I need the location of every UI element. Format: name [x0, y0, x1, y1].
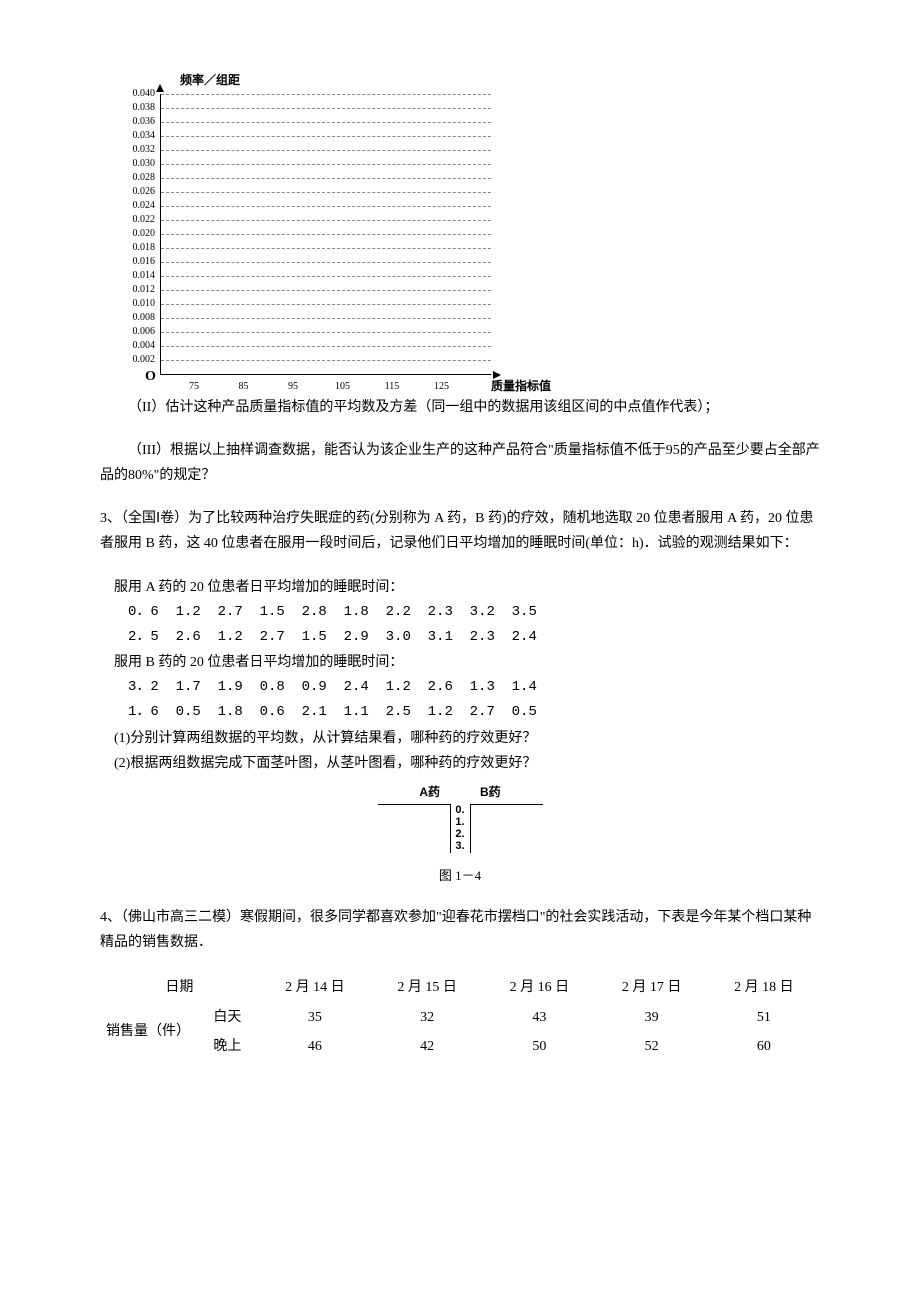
stemleaf-stem: 3.: [450, 840, 470, 852]
chart-gridline: [161, 346, 491, 347]
chart-gridline: [161, 262, 491, 263]
q3-drug-b-data-row2: 1．6 0.5 1.8 0.6 2.1 1.1 2.5 1.2 2.7 0.5: [128, 700, 820, 725]
chart-gridline: [161, 332, 491, 333]
stemleaf-leaf-left: [378, 816, 451, 828]
question-3-intro: 3、（全国Ⅰ卷）为了比较两种治疗失眠症的药(分别称为 A 药，B 药)的疗效，随…: [100, 506, 820, 556]
chart-gridline: [161, 318, 491, 319]
chart-x-tick: 75: [189, 374, 199, 396]
date-cell: 2 月 15 日: [371, 973, 483, 1002]
sales-cell: 46: [259, 1032, 371, 1061]
sales-cell: 39: [595, 1003, 707, 1032]
chart-gridline: [161, 304, 491, 305]
q3-drug-a-data-row1: 0．6 1.2 2.7 1.5 2.8 1.8 2.2 2.3 3.2 3.5: [128, 600, 820, 625]
q3-drug-a-data-row2: 2．5 2.6 1.2 2.7 1.5 2.9 3.0 3.1 2.3 2.4: [128, 625, 820, 650]
chart-x-tick: 125: [434, 374, 449, 396]
chart-gridline: [161, 122, 491, 123]
sales-cell: 51: [708, 1003, 820, 1032]
chart-gridline: [161, 94, 491, 95]
date-cell: 2 月 17 日: [595, 973, 707, 1002]
question-2-iii: （III）根据以上抽样调查数据，能否认为该企业生产的这种产品符合"质量指标值不低…: [100, 438, 820, 488]
question-2-ii: （II）估计这种产品质量指标值的平均数及方差（同一组中的数据用该组区间的中点值作…: [100, 395, 820, 420]
q3-drug-b-data-row1: 3．2 1.7 1.9 0.8 0.9 2.4 1.2 2.6 1.3 1.4: [128, 675, 820, 700]
question-4-intro: 4、（佛山市高三二模）寒假期间，很多同学都喜欢参加"迎春花市摆档口"的社会实践活…: [100, 905, 820, 955]
chart-gridline: [161, 206, 491, 207]
chart-gridline: [161, 276, 491, 277]
stemleaf-head-a: A药: [378, 782, 451, 804]
daytime-label: 白天: [196, 1003, 259, 1032]
chart-gridline: [161, 150, 491, 151]
chart-y-tick: 0.040: [133, 85, 162, 103]
chart-gridline: [161, 290, 491, 291]
stemleaf-stem: 1.: [450, 816, 470, 828]
chart-gridline: [161, 192, 491, 193]
chart-x-axis-label: 质量指标值: [491, 374, 551, 398]
chart-y-axis-label: 频率／组距: [180, 70, 820, 92]
stemleaf-head-b: B药: [470, 782, 543, 804]
stemleaf-leaf-left: [378, 804, 451, 816]
stemleaf-leaf-right: [470, 804, 543, 816]
chart-gridline: [161, 178, 491, 179]
sales-cell: 52: [595, 1032, 707, 1061]
q3-drug-b-title: 服用 B 药的 20 位患者日平均增加的睡眠时间：: [114, 650, 820, 675]
stemleaf-leaf-left: [378, 840, 451, 852]
chart-x-tick: 95: [288, 374, 298, 396]
sales-table: 日期 2 月 14 日 2 月 15 日 2 月 16 日 2 月 17 日 2…: [100, 973, 820, 1061]
chart-x-tick: 115: [385, 374, 400, 396]
chart-gridline: [161, 234, 491, 235]
stemleaf-stem: 0.: [450, 804, 470, 816]
table-row: 晚上 46 42 50 52 60: [100, 1032, 820, 1061]
stemleaf-leaf-right: [470, 828, 543, 840]
stemleaf-caption: 图 1－4: [100, 864, 820, 887]
evening-label: 晚上: [196, 1032, 259, 1061]
q3-part1: (1)分别计算两组数据的平均数，从计算结果看，哪种药的疗效更好？: [114, 726, 820, 751]
chart-gridline: [161, 220, 491, 221]
histogram-chart: 频率／组距 O 质量指标值 0.0020.0040.0060.0080.0100…: [160, 70, 820, 375]
stemleaf-stem: 2.: [450, 828, 470, 840]
q3-part2: (2)根据两组数据完成下面茎叶图，从茎叶图看，哪种药的疗效更好？: [114, 751, 820, 776]
sales-cell: 50: [483, 1032, 595, 1061]
sales-cell: 35: [259, 1003, 371, 1032]
date-cell: 2 月 16 日: [483, 973, 595, 1002]
date-cell: 2 月 18 日: [708, 973, 820, 1002]
chart-gridline: [161, 164, 491, 165]
sales-cell: 42: [371, 1032, 483, 1061]
chart-gridline: [161, 108, 491, 109]
sales-cell: 60: [708, 1032, 820, 1061]
stem-leaf-diagram: A药 B药 0.1.2.3.: [378, 782, 543, 852]
sales-cell: 43: [483, 1003, 595, 1032]
chart-plot-area: O 质量指标值 0.0020.0040.0060.0080.0100.0120.…: [160, 94, 491, 375]
q3-drug-a-title: 服用 A 药的 20 位患者日平均增加的睡眠时间：: [114, 575, 820, 600]
table-row: 销售量（件） 白天 35 32 43 39 51: [100, 1003, 820, 1032]
chart-gridline: [161, 248, 491, 249]
stemleaf-leaf-left: [378, 828, 451, 840]
sales-row-header: 销售量（件）: [100, 1003, 196, 1061]
chart-x-tick: 105: [335, 374, 350, 396]
stemleaf-leaf-right: [470, 816, 543, 828]
chart-x-tick: 85: [239, 374, 249, 396]
stemleaf-leaf-right: [470, 840, 543, 852]
date-cell: 2 月 14 日: [259, 973, 371, 1002]
sales-cell: 32: [371, 1003, 483, 1032]
chart-gridline: [161, 360, 491, 361]
table-row: 日期 2 月 14 日 2 月 15 日 2 月 16 日 2 月 17 日 2…: [100, 973, 820, 1002]
chart-gridline: [161, 136, 491, 137]
date-header: 日期: [100, 973, 259, 1002]
